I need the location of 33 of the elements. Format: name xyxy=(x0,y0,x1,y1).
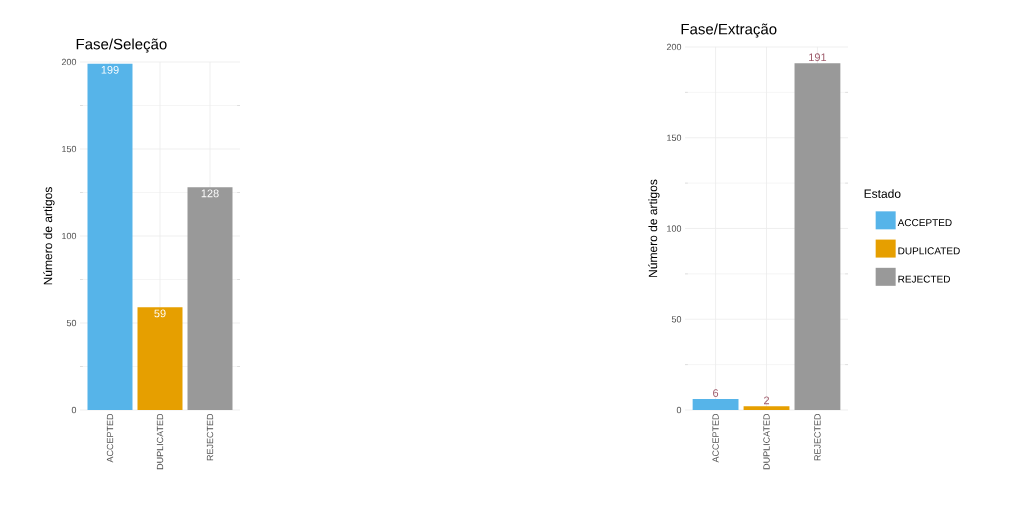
y-tick-label: 100 xyxy=(667,225,682,232)
chart-title: Fase/Extração xyxy=(681,23,777,38)
bar xyxy=(87,63,133,410)
data-label: 199 xyxy=(101,65,119,74)
y-tick-label: 50 xyxy=(66,319,77,327)
y-tick-label: 200 xyxy=(666,43,682,51)
x-tick-label: DUPLICATED xyxy=(156,413,164,470)
x-tick-label: ACCEPTED xyxy=(106,413,114,463)
legend-label: ACCEPTED xyxy=(897,219,952,227)
data-label: 128 xyxy=(201,189,219,198)
legend-label: REJECTED xyxy=(898,275,950,283)
y-tick-label: 0 xyxy=(71,406,77,414)
x-tick-label: DUPLICATED xyxy=(763,413,770,470)
x-tick-label: REJECTED xyxy=(206,413,214,461)
data-label: 191 xyxy=(809,53,827,62)
data-label: 6 xyxy=(713,389,719,397)
y-tick-label: 150 xyxy=(667,134,682,141)
legend-label: DUPLICATED xyxy=(898,247,960,255)
y-tick-label: 100 xyxy=(62,232,77,240)
x-tick-label: REJECTED xyxy=(814,413,821,461)
y-tick-label: 50 xyxy=(671,316,682,323)
y-tick-label: 150 xyxy=(62,145,77,153)
data-label: 59 xyxy=(154,309,166,318)
legend-title: Estado xyxy=(864,189,901,198)
y-axis-title: Número de artigos xyxy=(648,179,660,277)
y-axis-title: Número de artigos xyxy=(43,187,55,285)
bar xyxy=(137,307,183,410)
x-tick-label: ACCEPTED xyxy=(712,413,719,463)
data-label: 2 xyxy=(764,396,770,405)
chart-title: Fase/Seleção xyxy=(76,38,167,53)
y-tick-label: 200 xyxy=(61,58,77,66)
y-tick-label: 0 xyxy=(676,406,682,414)
bar xyxy=(187,187,233,410)
